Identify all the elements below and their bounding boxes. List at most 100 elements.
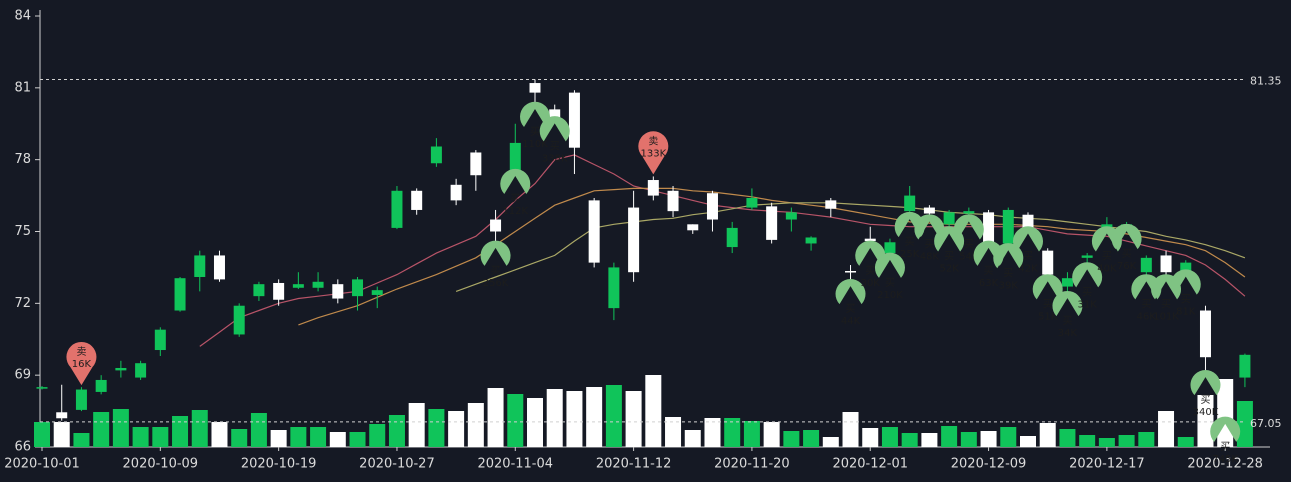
candle-body bbox=[95, 379, 107, 392]
volume-bar bbox=[112, 409, 129, 447]
moving-average-line bbox=[298, 187, 1246, 326]
x-tick-label: 2020-11-04 bbox=[477, 457, 553, 472]
volume-bar bbox=[191, 410, 208, 447]
volume-bar bbox=[684, 430, 701, 447]
volume-bar bbox=[467, 403, 484, 447]
marker-side: 买 bbox=[530, 126, 540, 138]
x-tick-label: 2020-11-20 bbox=[714, 457, 790, 472]
volume-bar bbox=[665, 417, 682, 447]
candle-body bbox=[568, 92, 580, 148]
marker-side: 买 bbox=[491, 265, 501, 277]
marker-side: 买 bbox=[984, 265, 994, 277]
buy-marker bbox=[874, 252, 905, 278]
candle-body bbox=[470, 152, 482, 176]
marker-side: 卖 bbox=[648, 135, 658, 147]
candle-body bbox=[194, 255, 206, 277]
buy-marker bbox=[480, 240, 511, 266]
x-tick-label: 2020-12-28 bbox=[1187, 457, 1263, 472]
marker-side: 买 bbox=[846, 303, 856, 315]
volume-bar bbox=[586, 387, 603, 447]
volume-bar bbox=[1158, 411, 1175, 447]
y-tick-label: 66 bbox=[14, 440, 31, 455]
candle-body bbox=[1140, 257, 1152, 273]
marker-label: 30K bbox=[861, 278, 881, 289]
candle-body bbox=[628, 207, 640, 273]
sell-marker bbox=[66, 341, 97, 386]
volume-bar bbox=[625, 391, 642, 447]
candle-body bbox=[1180, 262, 1192, 273]
candle-body bbox=[371, 290, 383, 295]
marker-side: 买 bbox=[510, 193, 520, 205]
candle-body bbox=[213, 255, 225, 280]
marker-label: 54K bbox=[959, 252, 979, 263]
marker-label: 101K bbox=[1153, 311, 1179, 322]
x-tick-label: 2020-10-01 bbox=[4, 457, 80, 472]
y-tick-label: 75 bbox=[14, 224, 31, 239]
candle-body bbox=[746, 197, 758, 208]
candle-body bbox=[706, 193, 718, 220]
volume-bar bbox=[645, 375, 662, 447]
candle-body bbox=[766, 206, 778, 240]
marker-label: 44K bbox=[841, 316, 861, 327]
candle-body bbox=[1002, 209, 1014, 244]
marker-side: 买 bbox=[944, 251, 954, 263]
candle-body bbox=[391, 190, 403, 228]
volume-bar bbox=[428, 409, 445, 447]
candle-body bbox=[115, 367, 127, 371]
candle-body bbox=[174, 278, 186, 311]
candle-body bbox=[154, 329, 166, 351]
volume-bar bbox=[763, 422, 780, 447]
marker-label: 340K bbox=[1193, 407, 1219, 418]
volume-bar bbox=[1000, 427, 1017, 447]
candle-body bbox=[450, 184, 462, 201]
marker-label: 48K bbox=[920, 252, 940, 263]
marker-label: 25K bbox=[900, 249, 920, 260]
marker-label: 52K bbox=[939, 264, 959, 275]
marker-label: 210K bbox=[877, 290, 903, 301]
candle-body bbox=[805, 237, 817, 244]
buy-marker bbox=[1170, 269, 1201, 295]
volume-bar bbox=[881, 427, 898, 447]
buy-marker bbox=[1032, 274, 1063, 300]
candle-body bbox=[1160, 255, 1172, 273]
volume-bar bbox=[152, 427, 169, 447]
marker-side: 买 bbox=[1161, 298, 1171, 310]
candle-body bbox=[588, 200, 600, 263]
buy-marker bbox=[1052, 290, 1083, 317]
candle-body bbox=[667, 190, 679, 212]
volume-bar bbox=[783, 431, 800, 447]
volume-bar bbox=[172, 416, 189, 447]
candle-body bbox=[490, 219, 502, 232]
candle-body bbox=[726, 227, 738, 248]
volume-bar bbox=[448, 411, 465, 447]
marker-label: 16K bbox=[72, 359, 92, 370]
marker-side: 买 bbox=[1122, 248, 1132, 260]
marker-label: 63K bbox=[979, 278, 999, 289]
marker-side: 买 bbox=[1003, 267, 1013, 279]
volume-bar bbox=[132, 427, 149, 447]
candle-body bbox=[1081, 255, 1093, 258]
candle-body bbox=[1061, 278, 1073, 287]
buy-marker bbox=[1190, 369, 1221, 396]
marker-label: 745K bbox=[1212, 454, 1238, 465]
moving-average-line bbox=[455, 202, 1246, 292]
candle-body bbox=[864, 238, 876, 242]
candle-body bbox=[825, 200, 837, 209]
volume-bar bbox=[605, 385, 622, 447]
volume-bar bbox=[388, 415, 405, 447]
x-tick-label: 2020-10-09 bbox=[123, 457, 199, 472]
marker-side: 买 bbox=[885, 277, 895, 289]
y-tick-label: 78 bbox=[14, 152, 31, 167]
moving-average-line bbox=[199, 154, 1246, 347]
volume-bar bbox=[93, 412, 110, 447]
candle-body bbox=[233, 305, 245, 335]
candle-body bbox=[312, 281, 324, 288]
volume-bar bbox=[980, 431, 997, 447]
marker-side: 卖 bbox=[76, 346, 86, 358]
candle-body bbox=[56, 412, 68, 419]
candle-body bbox=[529, 83, 541, 93]
buy-marker bbox=[953, 214, 984, 240]
marker-label: 46K bbox=[1137, 311, 1157, 322]
marker-label: 39K bbox=[999, 280, 1019, 291]
